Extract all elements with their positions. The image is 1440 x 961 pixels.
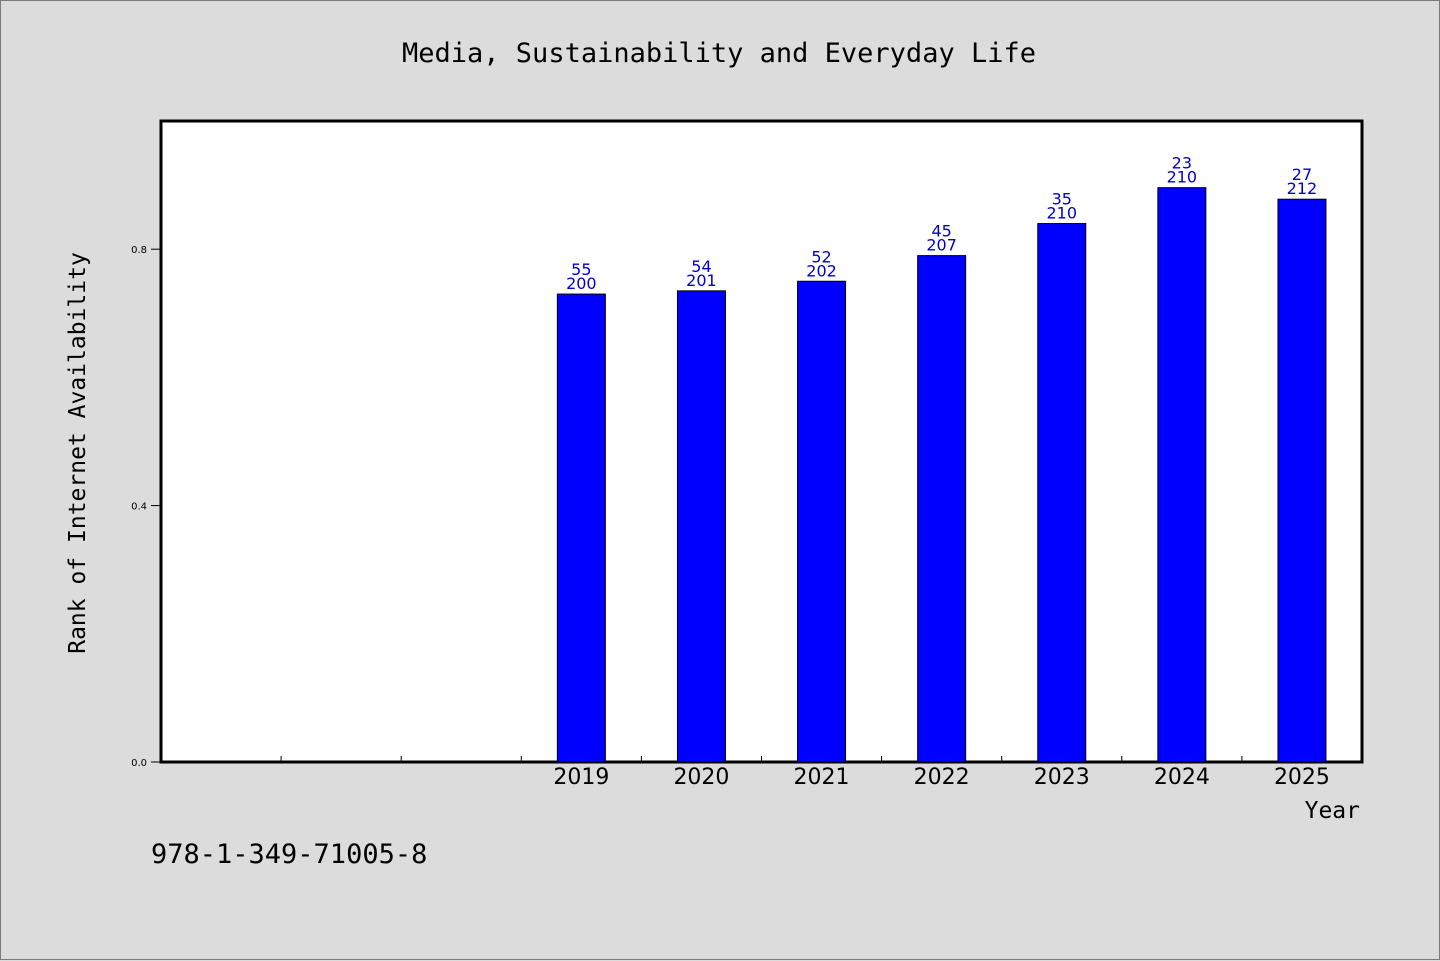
bar-label-top: 55: [571, 260, 591, 279]
y-axis-label: Rank of Internet Availability: [65, 252, 91, 654]
bar-label-top: 52: [811, 247, 831, 266]
x-axis: 2019 2020 2021 2022 2023 2024 2025: [280, 756, 1330, 790]
bar-label-bottom: 210: [1046, 204, 1077, 223]
chart-title: Media, Sustainability and Everyday Life: [402, 38, 1036, 69]
x-tick-label: 2020: [673, 765, 729, 790]
isbn-text: 978-1-349-71005-8: [151, 839, 427, 870]
bar-2025: [1277, 198, 1327, 763]
bar-label-top: 45: [931, 222, 951, 241]
bar-2022: [917, 255, 967, 763]
bar-label-bottom: 207: [926, 236, 957, 255]
x-tick-label: 2025: [1274, 765, 1330, 790]
x-tick-label: 2021: [794, 765, 850, 790]
bar-label-top: 27: [1292, 165, 1312, 184]
y-axis: 0.0 0.4 0.8: [131, 245, 161, 769]
bar-2024: [1157, 187, 1207, 763]
x-tick-label: 2022: [914, 765, 970, 790]
y-tick-label: 0.8: [131, 245, 147, 256]
bar-2020: [676, 290, 726, 763]
bar-2019: [556, 293, 606, 763]
bar-label-top: 35: [1052, 190, 1072, 209]
x-axis-label: Year: [1305, 798, 1360, 824]
bar-label-bottom: 210: [1167, 168, 1198, 187]
x-tick-label: 2024: [1154, 765, 1210, 790]
bar-label-top: 23: [1172, 154, 1192, 173]
bar-label-top: 54: [691, 257, 711, 276]
bar-2023: [1037, 223, 1087, 763]
y-tick-label: 0.4: [131, 502, 147, 513]
bar-2021: [797, 280, 847, 763]
bar-label-bottom: 200: [566, 274, 597, 293]
x-tick-label: 2019: [553, 765, 609, 790]
x-tick-label: 2023: [1034, 765, 1090, 790]
y-tick-label: 0.0: [131, 758, 147, 769]
bar-label-bottom: 201: [686, 271, 717, 290]
bar-label-bottom: 212: [1287, 179, 1318, 198]
bar-label-bottom: 202: [806, 261, 837, 280]
bar-series: [556, 187, 1327, 763]
